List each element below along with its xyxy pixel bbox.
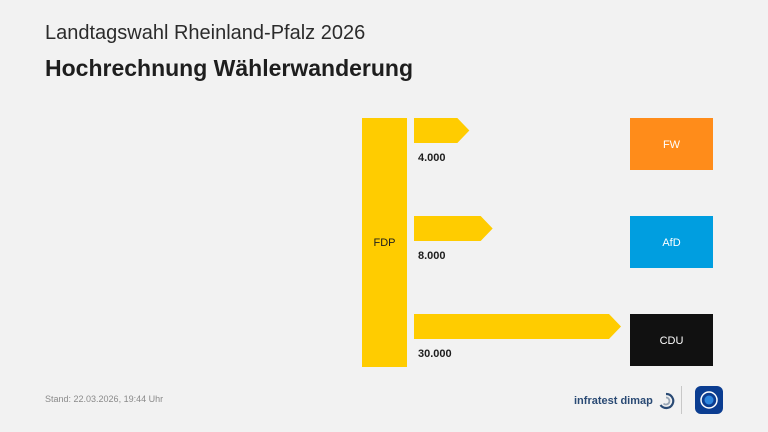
target-label-fw: FW	[663, 139, 681, 151]
infratest-dimap-icon	[659, 392, 675, 410]
flow-value-label-cdu: 30.000	[418, 348, 452, 360]
chart-subtitle: Landtagswahl Rheinland-Pfalz 2026	[45, 22, 366, 44]
target-box-cdu	[630, 314, 713, 366]
source-bar-fdp	[362, 118, 407, 367]
target-box-fw	[630, 118, 713, 170]
stand-timestamp: Stand: 22.03.2026, 19:44 Uhr	[45, 394, 164, 404]
flow-arrow-afd	[414, 216, 493, 241]
ard-tagesschau-icon	[695, 386, 723, 414]
footer-divider	[681, 386, 682, 414]
source-label-fdp: FDP	[374, 237, 396, 249]
flow-arrow-cdu	[414, 314, 621, 339]
target-box-afd	[630, 216, 713, 268]
flow-value-label-afd: 8.000	[418, 250, 446, 262]
flow-arrow-fw	[414, 118, 470, 143]
target-label-afd: AfD	[662, 237, 680, 249]
infratest-dimap-brand: infratest dimap	[574, 392, 675, 410]
chart-title: Hochrechnung Wählerwanderung	[45, 55, 414, 81]
target-label-cdu: CDU	[660, 335, 684, 347]
flow-value-label-fw: 4.000	[418, 152, 446, 164]
infratest-dimap-label: infratest dimap	[574, 395, 653, 407]
